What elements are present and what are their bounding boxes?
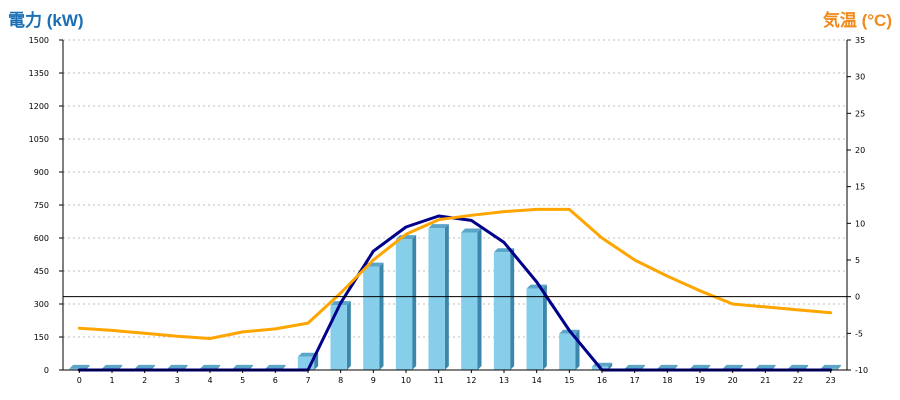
x-tick-label: 19 [695,376,705,385]
left-tick-label: 150 [34,333,49,342]
grid-layer [63,39,847,338]
bar [428,228,445,370]
bar [69,368,86,370]
bar-layer [69,224,841,370]
right-tick-label: -5 [855,329,863,338]
bar-top [199,364,221,369]
bar [330,305,347,370]
left-tick-label: 1500 [29,36,49,45]
bar-top [722,364,743,369]
x-tick-label: 6 [273,376,278,385]
x-tick-label: 1 [109,376,114,385]
x-tick-label: 21 [760,376,770,385]
left-tick-label: 750 [34,201,49,210]
left-tick-label: 300 [34,300,49,309]
x-tick-label: 13 [499,376,509,385]
bar [363,266,380,370]
x-tick-label: 10 [401,376,411,385]
left-tick-label: 1200 [29,102,49,111]
bar-top [232,364,253,369]
left-tick-label: 900 [34,168,49,177]
x-tick-label: 12 [466,376,476,385]
bar-top [69,364,90,369]
bar-top [265,364,286,369]
bar-side [575,329,580,370]
x-tick-label: 8 [338,376,343,385]
x-tick-label: 9 [371,376,376,385]
bar [493,252,511,370]
bar-top [624,364,645,369]
right-tick-label: 10 [855,219,865,228]
bar-top [428,224,449,229]
bar [526,288,543,370]
line-layer [77,207,833,372]
bar-side [836,364,841,370]
left-axis-title: 電力 (kW) [8,11,84,30]
bar-top [461,228,482,233]
bar-side [412,235,417,370]
right-axis-title: 気温 (°C) [822,11,892,30]
bar [559,333,576,370]
x-tick-label: 17 [630,376,640,385]
right-tick-label: 15 [855,183,865,192]
bar-side [510,248,515,370]
bar-side [379,262,384,370]
axis-layer: 01503004506007509001050120013501500-10-5… [29,36,868,385]
right-tick-label: 0 [855,293,860,302]
x-tick-label: 16 [597,376,607,385]
bar-top [755,364,776,369]
bar-top [657,364,678,369]
x-tick-label: 11 [434,376,444,385]
x-tick-label: 15 [564,376,574,385]
left-tick-label: 1350 [29,69,49,78]
right-tick-label: 5 [855,256,860,265]
x-tick-label: 0 [77,376,82,385]
x-tick-label: 20 [728,376,738,385]
bar-side [542,284,547,370]
bar-side [608,362,613,370]
bar-side [477,228,482,370]
bar [395,239,413,370]
left-tick-label: 450 [34,267,49,276]
right-tick-label: -10 [855,366,868,375]
right-tick-label: 25 [855,109,865,118]
temperature-line [77,207,833,340]
bar [461,232,478,370]
x-tick-label: 14 [532,376,542,385]
x-tick-label: 3 [175,376,180,385]
bar-top [689,364,711,369]
power-curve-line [77,214,833,372]
bar-top [101,364,123,369]
right-tick-label: 20 [855,146,865,155]
left-tick-label: 0 [44,366,49,375]
x-tick-label: 18 [662,376,672,385]
left-tick-label: 600 [34,234,49,243]
bar-side [346,301,351,370]
bar-top [134,364,155,369]
x-tick-label: 7 [305,376,310,385]
bar-top [820,364,841,369]
bar-top [787,364,809,369]
x-tick-label: 5 [240,376,245,385]
x-tick-label: 22 [793,376,803,385]
bar-top [297,352,319,357]
x-tick-label: 4 [207,376,212,385]
left-tick-label: 1050 [29,135,49,144]
right-tick-label: 35 [855,36,865,45]
bar-top [167,364,188,369]
right-tick-label: 30 [855,73,865,82]
x-tick-label: 23 [826,376,836,385]
x-tick-label: 2 [142,376,147,385]
